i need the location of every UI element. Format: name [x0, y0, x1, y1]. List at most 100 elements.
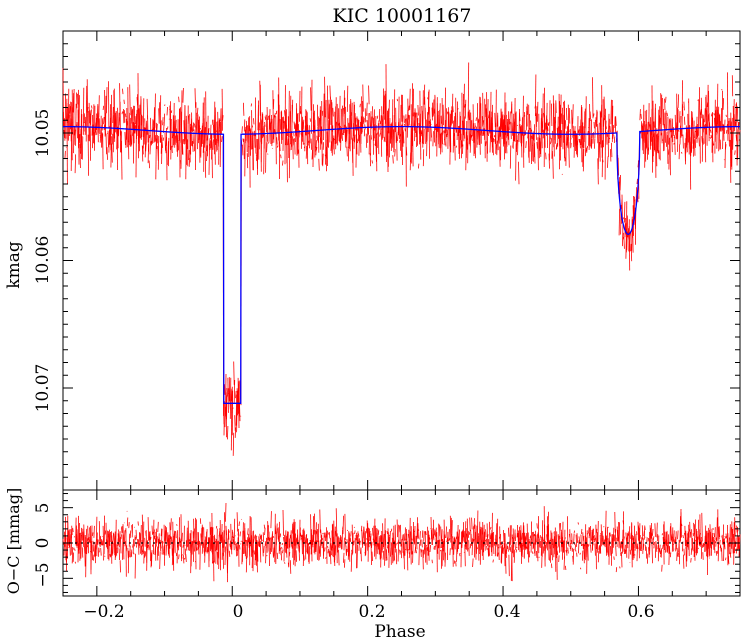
- residual-point: [540, 536, 542, 538]
- residual-point: [183, 525, 185, 555]
- residual-point: [624, 544, 626, 555]
- residual-point: [343, 552, 345, 563]
- data-point: [227, 425, 229, 440]
- residual-point: [142, 521, 145, 554]
- residual-point: [551, 563, 553, 569]
- data-point: [636, 178, 638, 185]
- residual-point: [77, 515, 79, 563]
- data-point: [468, 111, 470, 121]
- residual-point: [350, 531, 352, 537]
- residual-point: [733, 528, 736, 554]
- data-point: [453, 128, 455, 147]
- data-point: [516, 124, 518, 127]
- data-point: [118, 117, 120, 126]
- data-point: [610, 149, 612, 162]
- residual-point: [645, 546, 648, 559]
- data-point: [541, 108, 543, 149]
- data-point: [236, 403, 238, 433]
- residual-point: [473, 518, 475, 529]
- data-point: [508, 111, 510, 146]
- residual-point: [597, 550, 600, 563]
- data-point: [394, 149, 396, 157]
- data-point: [163, 113, 165, 126]
- data-point: [317, 126, 319, 143]
- data-point: [712, 112, 714, 163]
- residual-point: [629, 549, 632, 555]
- residual-point: [397, 539, 399, 562]
- data-point: [398, 96, 400, 136]
- residual-point: [715, 550, 718, 556]
- data-point: [711, 113, 713, 117]
- residual-point: [393, 554, 396, 561]
- data-point: [729, 118, 731, 131]
- residual-point: [545, 542, 547, 549]
- residual-point: [354, 537, 356, 554]
- data-point: [238, 383, 240, 429]
- residual-point: [214, 538, 216, 552]
- residual-point: [151, 525, 153, 535]
- residual-point: [223, 539, 225, 553]
- residual-point: [150, 536, 152, 540]
- residual-point: [661, 533, 663, 536]
- data-point: [604, 108, 606, 180]
- residual-point: [279, 543, 281, 552]
- residual-point: [476, 546, 478, 550]
- residual-point: [724, 541, 726, 550]
- residual-point: [510, 525, 512, 545]
- residual-point: [613, 556, 615, 560]
- residual-point: [84, 534, 87, 554]
- residual-point: [686, 537, 689, 548]
- residual-point: [535, 537, 537, 545]
- residual-point: [642, 538, 644, 554]
- residual-point: [162, 551, 164, 555]
- residual-point: [203, 527, 205, 553]
- residual-point: [727, 524, 729, 566]
- residual-point: [712, 527, 714, 530]
- data-point: [461, 92, 463, 147]
- residual-point: [416, 535, 418, 550]
- data-point: [107, 130, 109, 148]
- data-point: [150, 137, 152, 146]
- data-point: [274, 113, 276, 118]
- residual-point: [580, 534, 582, 547]
- residual-point: [215, 525, 218, 529]
- residual-point: [395, 548, 398, 565]
- residual-point: [496, 518, 499, 557]
- residual-point: [331, 545, 333, 551]
- data-point: [229, 377, 232, 419]
- residual-point: [628, 540, 630, 559]
- residual-point: [453, 537, 455, 555]
- residual-point: [105, 522, 107, 548]
- data-point: [396, 98, 398, 102]
- residual-point: [126, 517, 129, 527]
- data-point: [704, 108, 706, 123]
- residual-point: [141, 539, 143, 555]
- data-point: [174, 135, 177, 145]
- residual-point: [164, 525, 166, 541]
- residual-point: [447, 531, 449, 561]
- data-point: [265, 114, 267, 133]
- data-point: [551, 130, 553, 159]
- residual-point: [416, 517, 418, 538]
- data-point: [499, 118, 501, 137]
- data-point: [322, 153, 324, 167]
- residual-point: [735, 548, 737, 554]
- residual-point: [675, 544, 678, 550]
- residual-point: [697, 547, 699, 550]
- data-point: [618, 208, 620, 236]
- data-point: [516, 139, 518, 150]
- residual-point: [120, 534, 122, 540]
- data-point: [353, 101, 355, 136]
- chart-title: KIC 10001167: [333, 5, 472, 27]
- data-point: [697, 123, 699, 138]
- residual-point: [210, 527, 212, 536]
- data-point: [469, 109, 471, 147]
- data-point: [603, 117, 605, 127]
- data-point: [423, 128, 425, 145]
- residual-point: [238, 521, 240, 527]
- residual-point: [617, 537, 619, 542]
- data-point: [484, 98, 486, 159]
- data-point: [203, 97, 205, 172]
- residual-point: [649, 538, 651, 555]
- data-point: [428, 89, 430, 115]
